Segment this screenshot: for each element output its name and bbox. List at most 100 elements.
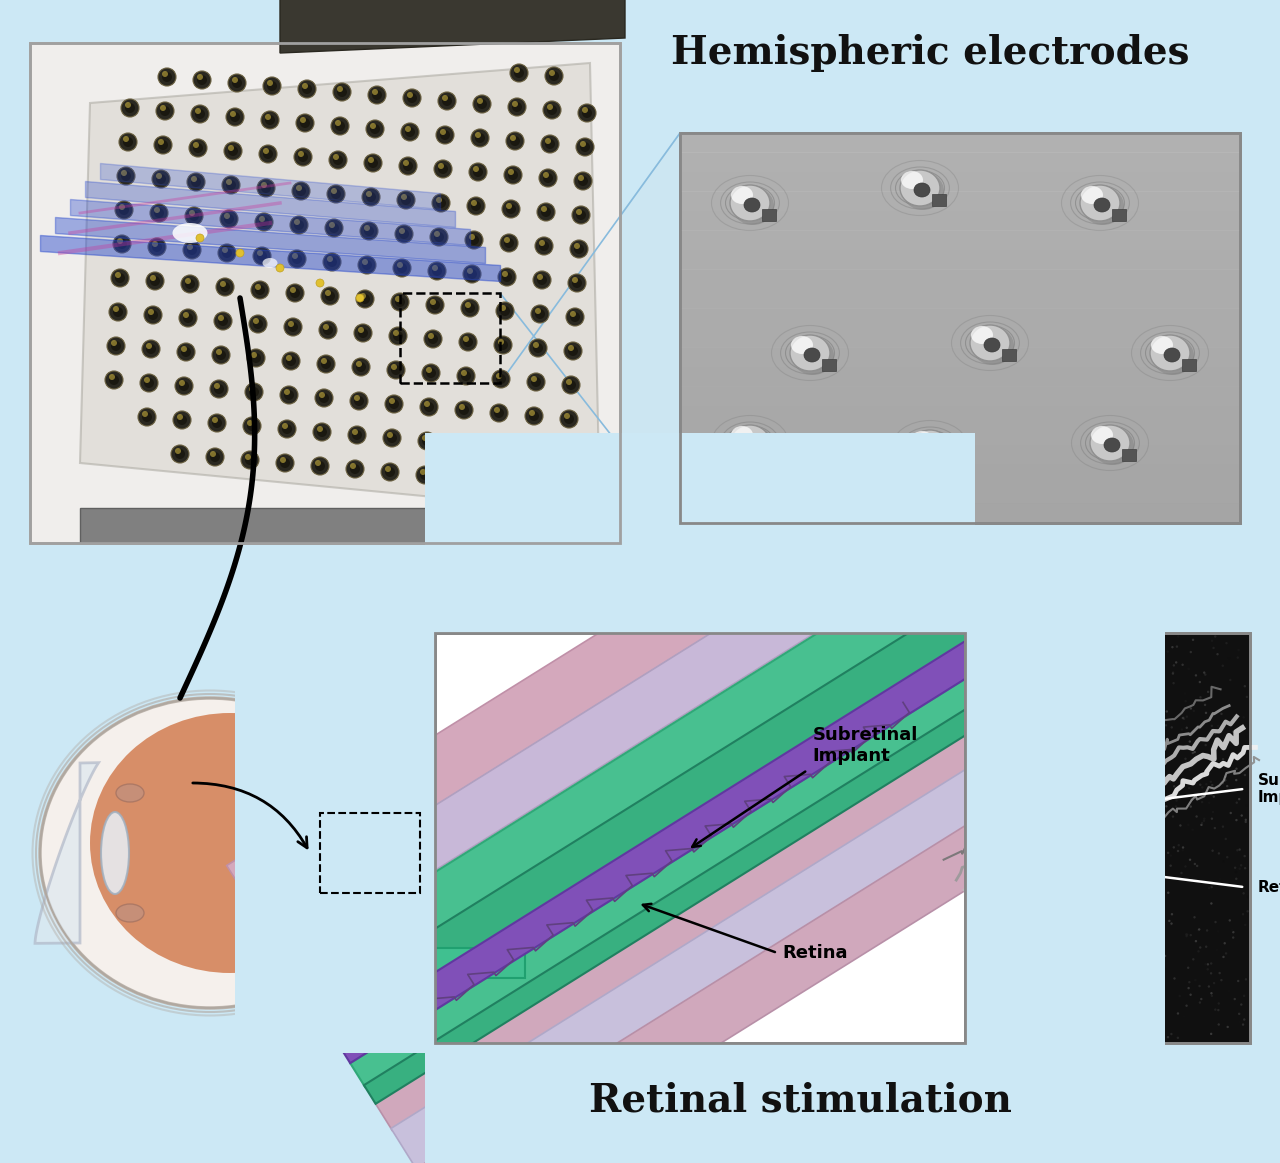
- Circle shape: [1238, 649, 1240, 651]
- Circle shape: [538, 274, 547, 285]
- Circle shape: [988, 680, 991, 683]
- Circle shape: [191, 176, 197, 181]
- Circle shape: [1140, 863, 1143, 865]
- Circle shape: [1075, 758, 1078, 762]
- Circle shape: [1097, 1026, 1100, 1028]
- Circle shape: [214, 383, 220, 388]
- Circle shape: [1126, 976, 1129, 978]
- Circle shape: [1201, 998, 1202, 1000]
- Circle shape: [982, 744, 984, 748]
- Circle shape: [207, 414, 227, 431]
- Circle shape: [255, 284, 261, 290]
- Circle shape: [1019, 698, 1021, 700]
- Circle shape: [1064, 1003, 1066, 1005]
- Circle shape: [1043, 705, 1046, 707]
- Circle shape: [1229, 919, 1231, 921]
- Circle shape: [1211, 793, 1213, 795]
- Circle shape: [1146, 701, 1148, 704]
- Circle shape: [1064, 733, 1066, 735]
- Circle shape: [157, 140, 168, 150]
- Circle shape: [438, 164, 448, 174]
- Circle shape: [244, 383, 262, 401]
- Circle shape: [1124, 671, 1126, 673]
- Circle shape: [241, 451, 259, 469]
- Circle shape: [471, 200, 477, 206]
- Circle shape: [1015, 654, 1018, 656]
- Circle shape: [218, 244, 236, 262]
- Circle shape: [1189, 806, 1192, 808]
- Circle shape: [1210, 923, 1212, 926]
- Circle shape: [163, 71, 168, 77]
- Circle shape: [984, 1027, 987, 1029]
- Circle shape: [1042, 1005, 1044, 1007]
- Circle shape: [1107, 643, 1110, 645]
- Circle shape: [1110, 913, 1112, 915]
- Circle shape: [291, 287, 296, 293]
- Circle shape: [183, 241, 201, 259]
- Circle shape: [315, 388, 333, 407]
- Circle shape: [1079, 1019, 1082, 1021]
- Circle shape: [525, 407, 543, 424]
- Circle shape: [1148, 735, 1151, 739]
- Circle shape: [1210, 854, 1212, 856]
- Circle shape: [122, 170, 127, 176]
- Circle shape: [997, 794, 998, 797]
- Circle shape: [1149, 634, 1152, 636]
- Circle shape: [1190, 779, 1193, 782]
- Circle shape: [1190, 880, 1193, 883]
- Circle shape: [282, 352, 300, 370]
- Circle shape: [1062, 759, 1064, 762]
- Circle shape: [1221, 664, 1224, 666]
- Ellipse shape: [262, 258, 278, 267]
- Circle shape: [1084, 858, 1087, 861]
- Circle shape: [568, 274, 586, 292]
- Circle shape: [1014, 720, 1015, 722]
- Circle shape: [1053, 727, 1056, 729]
- Circle shape: [1036, 676, 1038, 678]
- Circle shape: [562, 376, 580, 394]
- Circle shape: [1053, 949, 1056, 951]
- Circle shape: [1184, 865, 1187, 868]
- Circle shape: [494, 408, 504, 418]
- Circle shape: [527, 373, 545, 391]
- Circle shape: [1041, 726, 1043, 728]
- Circle shape: [326, 256, 333, 262]
- Circle shape: [332, 190, 340, 199]
- Circle shape: [498, 267, 516, 286]
- Circle shape: [1069, 814, 1071, 816]
- Circle shape: [1087, 882, 1089, 884]
- Circle shape: [974, 933, 977, 935]
- Circle shape: [1243, 994, 1245, 997]
- FancyBboxPatch shape: [680, 328, 1240, 348]
- Circle shape: [1015, 761, 1018, 763]
- Circle shape: [146, 343, 152, 349]
- Circle shape: [1085, 959, 1088, 962]
- Circle shape: [1176, 1012, 1179, 1014]
- Circle shape: [262, 148, 269, 154]
- FancyBboxPatch shape: [680, 368, 1240, 387]
- Circle shape: [1153, 706, 1156, 708]
- Circle shape: [1124, 768, 1126, 770]
- Circle shape: [1041, 930, 1043, 933]
- Circle shape: [1160, 911, 1162, 913]
- Circle shape: [193, 71, 211, 90]
- Circle shape: [1225, 763, 1228, 765]
- Circle shape: [539, 241, 549, 251]
- Circle shape: [1192, 638, 1194, 641]
- Circle shape: [1162, 920, 1165, 922]
- Circle shape: [1088, 679, 1091, 682]
- Circle shape: [1147, 647, 1149, 649]
- Circle shape: [1059, 664, 1061, 668]
- FancyBboxPatch shape: [425, 1043, 975, 1163]
- Circle shape: [1183, 1015, 1185, 1018]
- Circle shape: [535, 237, 553, 255]
- Circle shape: [1152, 932, 1155, 934]
- Circle shape: [1132, 802, 1134, 805]
- Circle shape: [993, 794, 996, 797]
- Circle shape: [1211, 849, 1213, 852]
- Circle shape: [1240, 1004, 1243, 1006]
- Circle shape: [992, 896, 995, 898]
- Circle shape: [975, 968, 978, 970]
- Circle shape: [278, 420, 296, 438]
- Circle shape: [436, 198, 445, 208]
